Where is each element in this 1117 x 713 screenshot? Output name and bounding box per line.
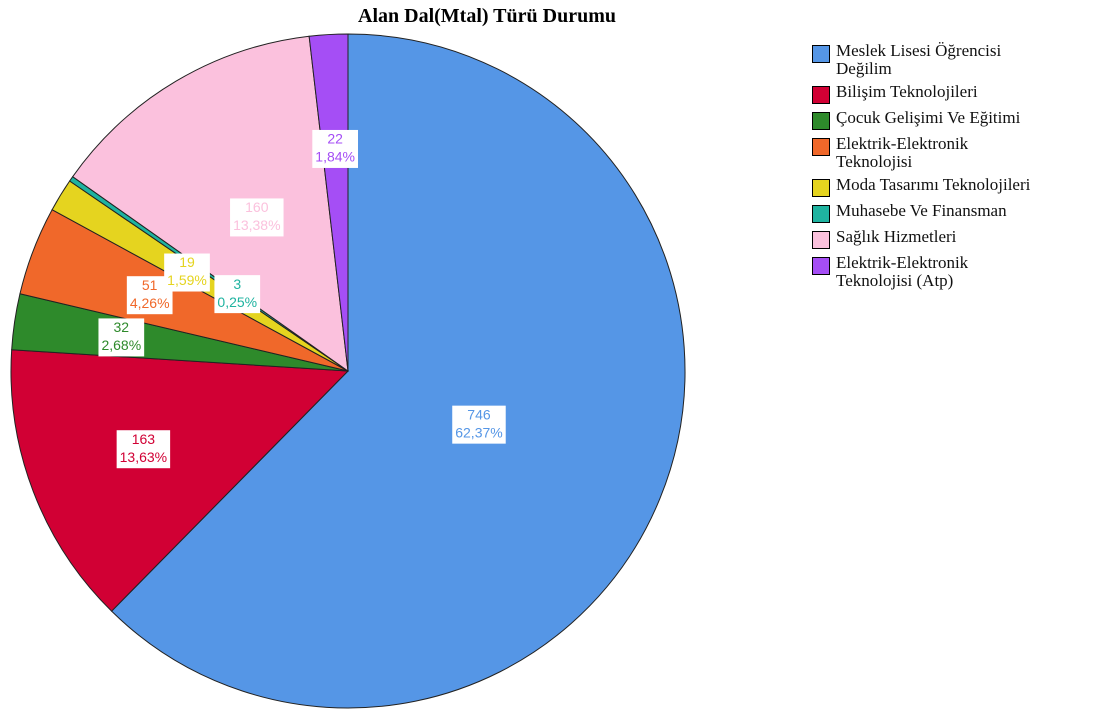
legend-item: Sağlık Hizmetleri — [812, 226, 1030, 249]
percent-label: 0,25% — [217, 294, 257, 310]
value-label: 22 — [327, 131, 343, 147]
legend-item: Bilişim Teknolojileri — [812, 81, 1030, 104]
legend-label: Meslek Lisesi Öğrencisi Değilim — [836, 41, 1002, 78]
label-box — [214, 275, 261, 314]
data-label: 160 13,38% — [230, 198, 284, 237]
value-label: 163 — [132, 431, 156, 447]
percent-label: 1,84% — [315, 149, 355, 165]
pie-slice — [308, 33, 349, 372]
value-label: 32 — [114, 319, 130, 335]
percent-label: 4,26% — [130, 295, 170, 311]
legend-swatch — [812, 231, 830, 249]
legend-item: Meslek Lisesi Öğrencisi Değilim — [812, 40, 1030, 78]
legend-swatch — [812, 138, 830, 156]
label-box — [312, 129, 359, 168]
value-label: 160 — [245, 199, 269, 215]
legend-label: Elektrik-Elektronik Teknolojisi — [836, 134, 969, 171]
percent-label: 13,63% — [120, 449, 167, 465]
data-label: 19 1,59% — [164, 253, 210, 292]
data-label: 32 2,68% — [98, 318, 145, 357]
legend-swatch — [812, 179, 830, 197]
label-box — [116, 430, 171, 469]
legend: Meslek Lisesi Öğrencisi Değilim Bilişim T… — [812, 40, 1030, 293]
data-label: 22 1,84% — [312, 129, 359, 168]
legend-item: Elektrik-Elektronik Teknolojisi — [812, 133, 1030, 171]
legend-swatch — [812, 112, 830, 130]
legend-swatch — [812, 45, 830, 63]
data-label: 3 0,25% — [214, 275, 261, 314]
legend-item: Moda Tasarımı Teknolojileri — [812, 174, 1030, 197]
pie-slice — [110, 33, 686, 709]
legend-label: Elektrik-Elektronik Teknolojisi (Atp) — [836, 253, 969, 290]
percent-label: 1,59% — [167, 272, 207, 288]
legend-label: Çocuk Gelişimi Ve Eğitimi — [836, 108, 1021, 127]
value-label: 19 — [179, 254, 195, 270]
legend-swatch — [812, 205, 830, 223]
legend-item: Çocuk Gelişimi Ve Eğitimi — [812, 107, 1030, 130]
chart-title: Alan Dal(Mtal) Türü Durumu — [358, 5, 616, 27]
legend-item: Muhasebe Ve Finansman — [812, 200, 1030, 223]
legend-label: Sağlık Hizmetleri — [836, 227, 957, 246]
label-box — [452, 405, 506, 444]
legend-swatch — [812, 257, 830, 275]
pie-slice — [71, 35, 349, 373]
data-label: 746 62,37% — [452, 405, 506, 444]
chart: Alan Dal(Mtal) Türü Durumu 74662,37%1631… — [10, 5, 686, 709]
legend-label: Moda Tasarımı Teknolojileri — [836, 175, 1031, 194]
label-box — [98, 318, 145, 357]
value-label: 3 — [233, 276, 241, 292]
legend-label: Muhasebe Ve Finansman — [836, 201, 1007, 220]
legend-label: Bilişim Teknolojileri — [836, 82, 978, 101]
label-box — [164, 253, 210, 292]
label-box — [230, 198, 284, 237]
value-label: 51 — [142, 277, 158, 293]
legend-swatch — [812, 86, 830, 104]
pie-slice — [10, 349, 350, 612]
legend-item: Elektrik-Elektronik Teknolojisi (Atp) — [812, 252, 1030, 290]
percent-label: 62,37% — [455, 424, 502, 440]
value-label: 746 — [467, 406, 491, 422]
percent-label: 2,68% — [101, 337, 141, 353]
data-label: 163 13,63% — [116, 430, 171, 469]
percent-label: 13,38% — [233, 217, 280, 233]
